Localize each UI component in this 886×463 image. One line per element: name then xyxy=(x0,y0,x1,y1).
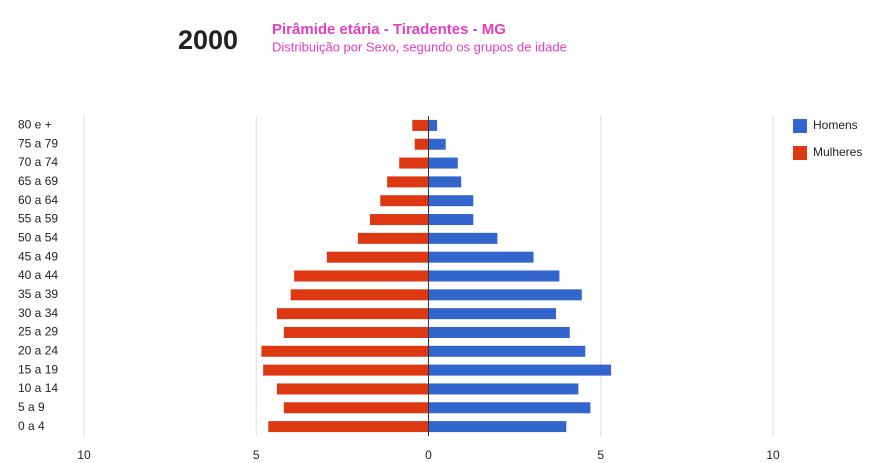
x-tick-label: 5 xyxy=(253,448,260,462)
bar xyxy=(428,176,462,188)
bar xyxy=(428,402,591,414)
x-tick-label: 5 xyxy=(597,448,604,462)
y-tick-label: 35 a 39 xyxy=(18,287,58,301)
bar xyxy=(294,270,429,282)
bar xyxy=(428,195,474,207)
chart-subtitle: Distribuição por Sexo, segundo os grupos… xyxy=(272,39,567,54)
bar xyxy=(428,232,498,244)
bar xyxy=(387,176,429,188)
bar xyxy=(428,157,458,169)
y-tick-label: 10 a 14 xyxy=(18,381,58,395)
x-tick-label: 10 xyxy=(77,448,91,462)
bar xyxy=(357,232,429,244)
bar xyxy=(261,345,429,357)
bar xyxy=(428,421,567,433)
bar xyxy=(290,289,429,301)
chart-title: Pirâmide etária - Tiradentes - MG xyxy=(272,21,506,38)
legend-label: Homens xyxy=(813,118,858,132)
legend-swatch xyxy=(793,146,807,160)
bar xyxy=(428,345,586,357)
y-tick-label: 60 a 64 xyxy=(18,193,58,207)
x-tick-label: 0 xyxy=(425,448,432,462)
y-tick-label: 75 a 79 xyxy=(18,136,58,150)
bar xyxy=(428,364,612,376)
y-tick-label: 15 a 19 xyxy=(18,362,58,376)
bar xyxy=(268,421,429,433)
bar xyxy=(428,138,446,150)
y-tick-label: 55 a 59 xyxy=(18,212,58,226)
y-tick-label: 65 a 69 xyxy=(18,174,58,188)
bar xyxy=(412,119,429,131)
legend-swatch xyxy=(793,119,807,133)
y-tick-label: 80 e + xyxy=(18,118,52,132)
bar xyxy=(276,383,429,395)
bar xyxy=(428,119,438,131)
y-tick-label: 50 a 54 xyxy=(18,231,58,245)
legend-label: Mulheres xyxy=(813,145,862,159)
bar xyxy=(428,270,560,282)
chart-year: 2000 xyxy=(178,25,238,55)
bar xyxy=(428,289,582,301)
bar xyxy=(428,214,474,226)
x-tick-label: 10 xyxy=(766,448,780,462)
y-tick-label: 45 a 49 xyxy=(18,249,58,263)
y-tick-label: 5 a 9 xyxy=(18,400,45,414)
bar xyxy=(263,364,429,376)
y-tick-label: 0 a 4 xyxy=(18,419,45,433)
bar xyxy=(283,402,429,414)
bar xyxy=(380,195,429,207)
bar xyxy=(283,326,429,338)
bar xyxy=(399,157,429,169)
bar xyxy=(276,308,429,320)
bar xyxy=(428,326,570,338)
bar xyxy=(326,251,429,263)
bar xyxy=(369,214,429,226)
bar xyxy=(428,251,534,263)
y-tick-label: 25 a 29 xyxy=(18,325,58,339)
y-tick-label: 40 a 44 xyxy=(18,268,58,282)
y-tick-label: 30 a 34 xyxy=(18,306,58,320)
bar xyxy=(414,138,429,150)
y-tick-label: 20 a 24 xyxy=(18,343,58,357)
bar xyxy=(428,308,556,320)
y-tick-label: 70 a 74 xyxy=(18,155,58,169)
bar xyxy=(428,383,579,395)
